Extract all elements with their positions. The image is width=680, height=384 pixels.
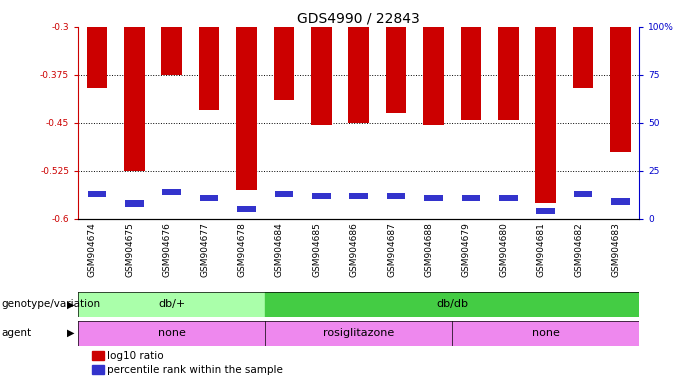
Bar [78, 292, 265, 317]
Text: none: none [532, 328, 560, 338]
Bar [499, 195, 517, 201]
Text: GSM904682: GSM904682 [574, 222, 583, 277]
Text: percentile rank within the sample: percentile rank within the sample [107, 365, 283, 375]
Text: db/db: db/db [436, 299, 469, 310]
Bar [387, 193, 405, 199]
Text: GSM904684: GSM904684 [275, 222, 284, 277]
Bar [611, 199, 630, 205]
Bar [460, 27, 481, 120]
Bar [125, 200, 143, 207]
Bar [423, 27, 444, 125]
Bar [573, 27, 594, 88]
Text: rosiglitazone: rosiglitazone [323, 328, 394, 338]
Text: ▶: ▶ [67, 328, 75, 338]
Text: GSM904675: GSM904675 [125, 222, 135, 277]
Bar [452, 321, 639, 346]
Bar [462, 195, 480, 201]
Bar [535, 27, 556, 203]
Bar [386, 27, 407, 113]
Bar [312, 193, 330, 199]
Text: GSM904681: GSM904681 [537, 222, 545, 277]
Text: GSM904677: GSM904677 [200, 222, 209, 277]
Text: genotype/variation: genotype/variation [1, 299, 101, 310]
Text: GSM904680: GSM904680 [499, 222, 508, 277]
Bar [275, 191, 293, 197]
Bar [88, 191, 106, 197]
Bar [78, 321, 265, 346]
Text: GDS4990 / 22843: GDS4990 / 22843 [297, 12, 420, 25]
Bar [350, 193, 368, 199]
Bar [498, 27, 519, 120]
Bar [574, 191, 592, 197]
Bar [237, 206, 256, 212]
Text: GSM904688: GSM904688 [424, 222, 433, 277]
Text: db/+: db/+ [158, 299, 186, 310]
Bar [124, 27, 145, 171]
Text: GSM904676: GSM904676 [163, 222, 171, 277]
Bar [161, 27, 182, 75]
Text: GSM904683: GSM904683 [611, 222, 620, 277]
Bar [199, 27, 220, 110]
Bar [348, 27, 369, 123]
Text: GSM904679: GSM904679 [462, 222, 471, 277]
Bar [236, 27, 257, 190]
Text: GSM904687: GSM904687 [387, 222, 396, 277]
Bar [424, 195, 443, 201]
Text: agent: agent [1, 328, 31, 338]
Text: ▶: ▶ [67, 299, 75, 310]
Bar [163, 189, 181, 195]
Text: GSM904674: GSM904674 [88, 222, 97, 277]
Bar [273, 27, 294, 101]
Bar [265, 321, 452, 346]
Bar [265, 292, 639, 317]
Text: none: none [158, 328, 186, 338]
Text: GSM904685: GSM904685 [312, 222, 321, 277]
Text: GSM904686: GSM904686 [350, 222, 358, 277]
Text: log10 ratio: log10 ratio [107, 351, 163, 361]
Bar [200, 195, 218, 201]
Text: GSM904678: GSM904678 [237, 222, 246, 277]
Bar [86, 27, 107, 88]
Bar [537, 208, 555, 214]
Bar [311, 27, 332, 125]
Bar [610, 27, 631, 152]
